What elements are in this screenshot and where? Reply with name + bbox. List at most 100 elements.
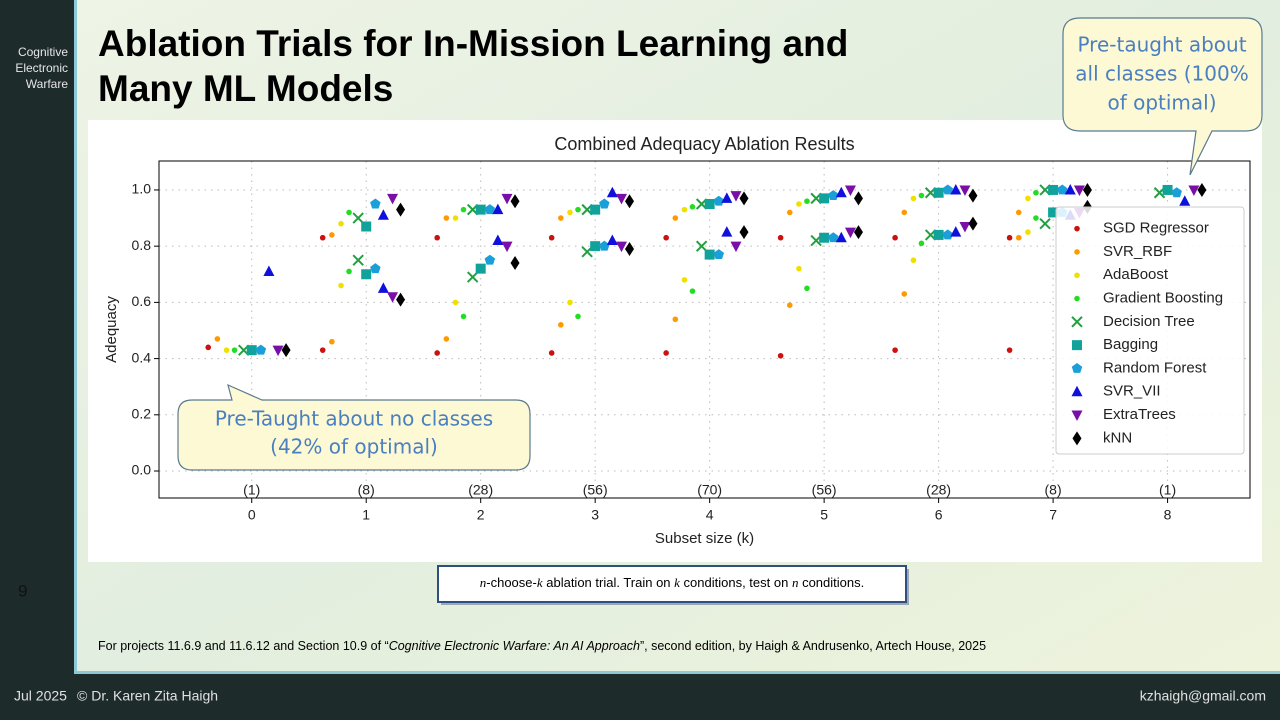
caption-part: -choose- [486, 575, 537, 590]
point [663, 234, 669, 241]
point [695, 240, 708, 252]
point [835, 231, 847, 243]
point [1006, 234, 1013, 241]
group-count: (1) [243, 482, 260, 498]
point [377, 282, 389, 293]
point [819, 232, 830, 243]
point [901, 291, 908, 297]
point [352, 254, 364, 266]
point [777, 352, 784, 359]
y-tick-label: 0.8 [132, 237, 152, 253]
footer-author: © Dr. Karen Zita Haigh [77, 688, 218, 704]
point [205, 344, 212, 351]
point [950, 183, 962, 195]
point [1188, 185, 1200, 196]
point [1015, 234, 1022, 241]
legend-label: Random Forest [1103, 359, 1207, 376]
point [672, 215, 679, 221]
legend: SGD Regressor SVR_RBF AdaBoost Gradient Boo… [1055, 206, 1245, 455]
point [721, 192, 733, 203]
callout-text: Pre-taught about [1077, 33, 1246, 57]
point [777, 234, 784, 241]
legend-marker [1074, 272, 1080, 279]
point [246, 345, 257, 356]
footnote-part: For projects 11.6.9 and 11.6.12 and Sect… [98, 639, 389, 653]
point [968, 216, 978, 231]
caption: n-choose-k ablation trial. Train on k co… [437, 565, 909, 605]
callout-bubble [177, 383, 531, 471]
chart-title: Combined Adequacy Ablation Results [554, 134, 854, 154]
point [730, 191, 742, 202]
footer-date: Jul 2025 [14, 688, 67, 704]
point [730, 241, 742, 253]
point [329, 338, 335, 345]
legend-marker [1072, 431, 1082, 446]
caption-text: n-choose-k ablation trial. Train on k co… [480, 575, 864, 590]
x-tick-label: 0 [248, 507, 256, 523]
point [1033, 189, 1039, 196]
group-count: (56) [812, 482, 837, 498]
point [396, 292, 406, 307]
point [942, 229, 954, 240]
legend-label: kNN [1103, 429, 1132, 446]
point [466, 271, 479, 283]
point [804, 198, 810, 204]
point [361, 221, 372, 232]
y-tick-label: 0.4 [132, 349, 152, 365]
point [361, 269, 372, 280]
point [484, 204, 496, 215]
point [590, 241, 601, 252]
y-tick-label: 0.6 [132, 293, 152, 309]
plot-frame [158, 160, 1251, 499]
x-tick-label: 5 [820, 507, 828, 523]
point [959, 221, 971, 233]
point [968, 188, 978, 203]
point [1171, 187, 1182, 198]
point [844, 185, 856, 196]
legend-marker [1072, 340, 1082, 351]
caption-part: ablation trial. Train on [543, 575, 675, 590]
point [575, 313, 581, 320]
x-tick-label: 1 [362, 507, 370, 523]
x-tick-label: 6 [935, 507, 943, 523]
point [853, 191, 863, 206]
point [492, 234, 504, 246]
point [443, 336, 450, 342]
y-tick-label: 0.0 [132, 462, 152, 478]
group-count: (8) [358, 482, 375, 498]
point [346, 268, 352, 275]
point [804, 285, 810, 292]
point [616, 241, 628, 253]
point [901, 209, 908, 216]
point [918, 192, 925, 199]
point [567, 209, 573, 216]
point [255, 344, 267, 355]
point [1064, 183, 1076, 195]
legend-label: ExtraTrees [1103, 406, 1176, 423]
legend-marker [1074, 225, 1080, 232]
callout-text: (42% of optimal) [270, 435, 438, 459]
point [396, 202, 406, 217]
point [434, 234, 440, 241]
y-tick-label: 0.2 [132, 406, 152, 422]
point [704, 249, 715, 260]
point [933, 187, 944, 198]
y-axis-label: Adequacy [103, 296, 120, 363]
x-tick-label: 8 [1164, 507, 1172, 523]
legend-label: Bagging [1103, 336, 1158, 353]
point [370, 198, 381, 209]
footnote-part: ”, second edition, by Haigh & Andrusenko… [640, 639, 986, 653]
point [377, 209, 389, 220]
point [599, 198, 610, 209]
point [739, 191, 749, 206]
point [910, 195, 917, 202]
slide-title: Many ML Models [98, 68, 393, 109]
point [387, 193, 399, 205]
point [452, 299, 459, 306]
point [1039, 217, 1051, 230]
point [625, 194, 635, 209]
point [853, 225, 863, 240]
point [606, 234, 618, 246]
point [713, 195, 725, 206]
point [828, 190, 839, 201]
